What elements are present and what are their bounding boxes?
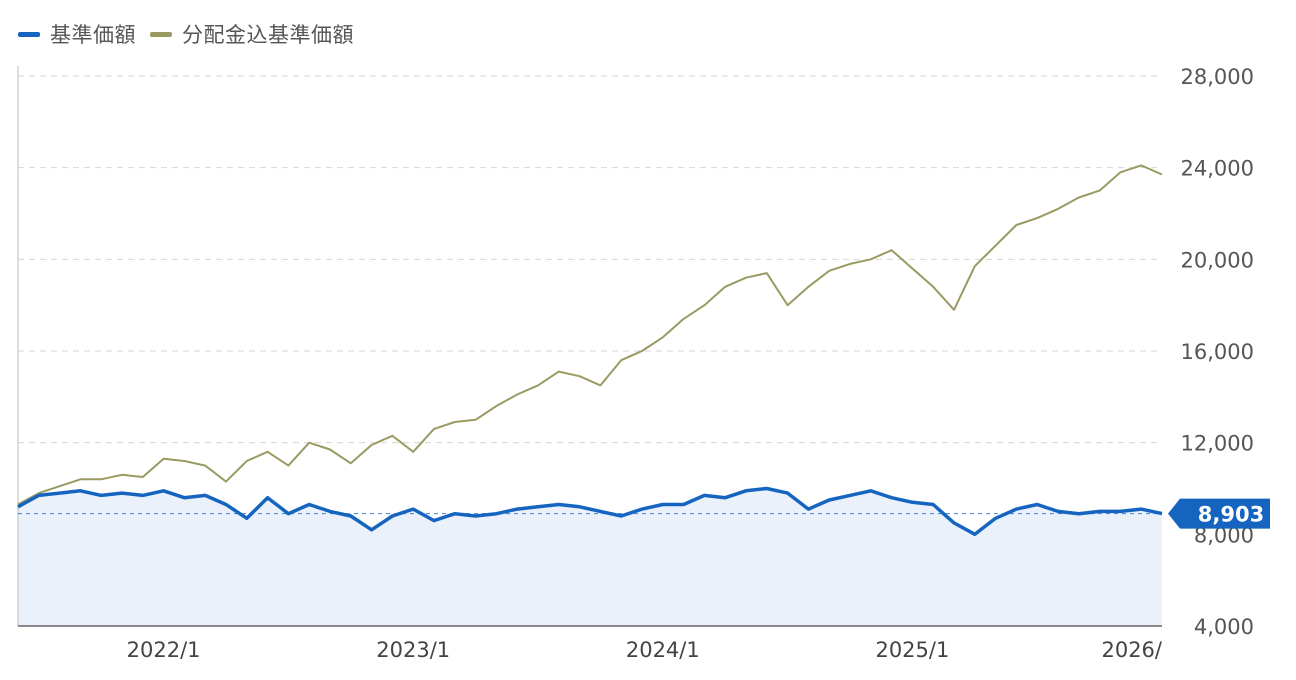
y-tick-label: 16,000 — [1181, 340, 1254, 364]
current-value-label: 8,903 — [1198, 503, 1264, 527]
y-tick-label: 24,000 — [1181, 157, 1254, 181]
x-tick-label: 2024/1 — [626, 638, 700, 662]
y-tick-label: 4,000 — [1194, 615, 1254, 639]
legend-item-nav[interactable]: 基準価額 — [18, 19, 136, 49]
x-tick-label: 2025/1 — [875, 638, 949, 662]
y-tick-label: 12,000 — [1181, 432, 1254, 456]
series-line-total-return — [17, 164, 1163, 506]
legend-swatch-nav — [18, 31, 40, 37]
y-tick-label: 28,000 — [1181, 65, 1254, 89]
chart-legend: 基準価額 分配金込基準価額 — [18, 18, 368, 50]
x-tick-label: 2026/ — [1101, 638, 1162, 662]
legend-label-nav: 基準価額 — [50, 23, 136, 47]
legend-label-total-return: 分配金込基準価額 — [182, 23, 354, 47]
legend-item-total-return[interactable]: 分配金込基準価額 — [150, 19, 354, 49]
nav-area-fill — [18, 488, 1162, 626]
legend-swatch-total-return — [150, 31, 172, 37]
series-line-nav — [17, 486, 1163, 537]
current-value-callout — [1168, 498, 1270, 529]
x-tick-label: 2023/1 — [376, 638, 450, 662]
y-tick-label: 20,000 — [1181, 248, 1254, 272]
x-tick-label: 2022/1 — [127, 638, 201, 662]
